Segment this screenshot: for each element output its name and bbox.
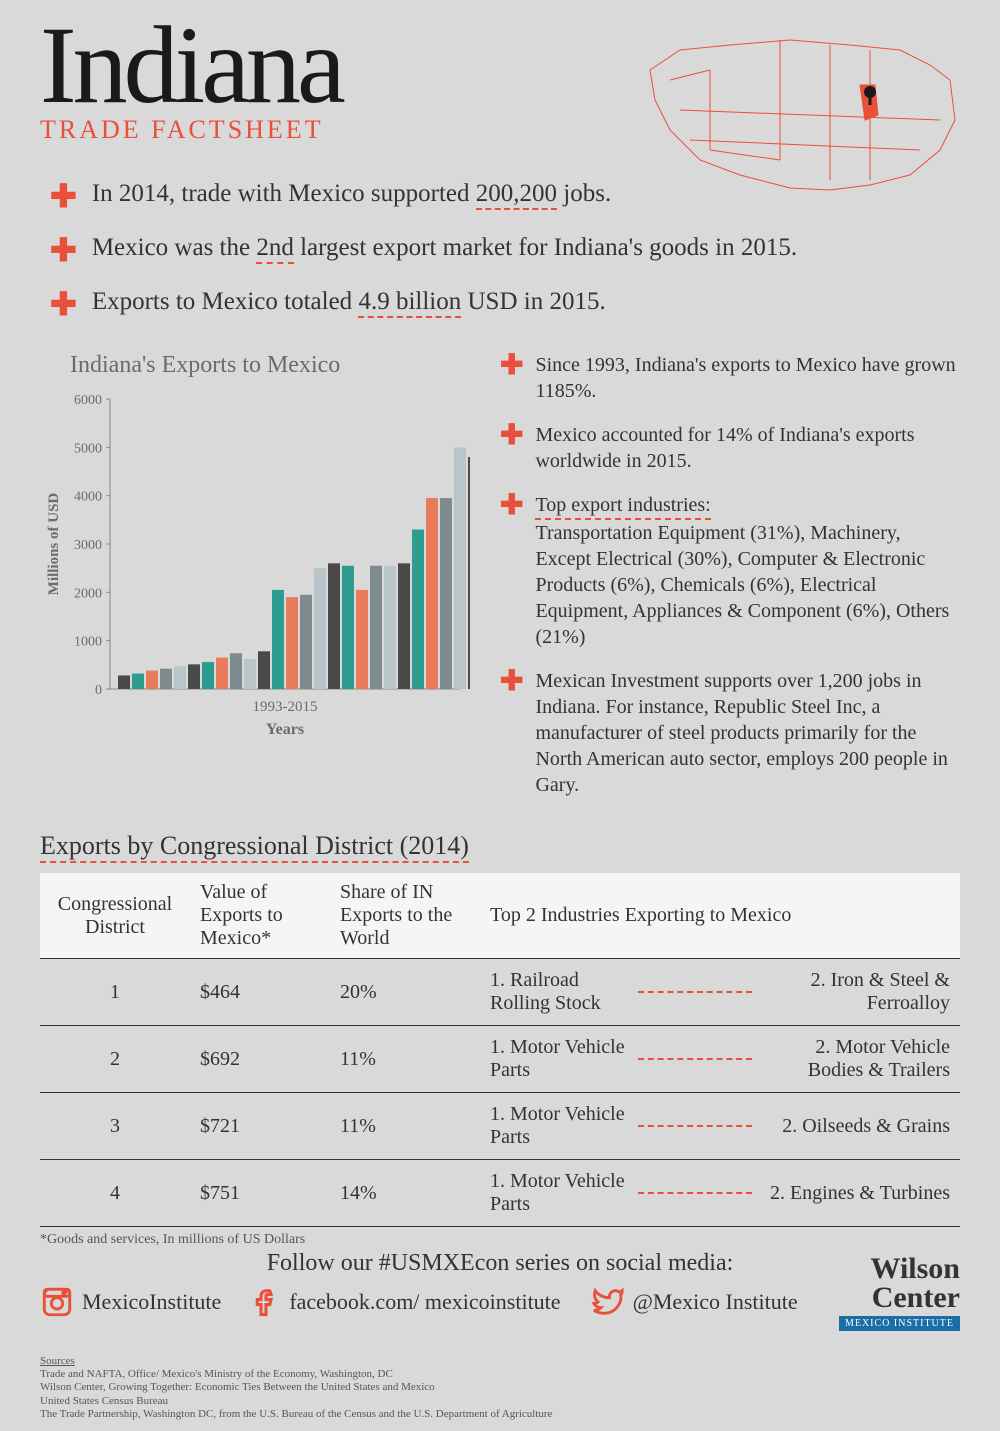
fact-highlight: 200,200 — [476, 180, 557, 210]
fact-text: largest export market for Indiana's good… — [294, 234, 797, 261]
cell-share: 14% — [330, 1160, 480, 1227]
instagram-icon — [40, 1285, 74, 1319]
source-line: The Trade Partnership, Washington DC, fr… — [40, 1408, 552, 1421]
fact-highlight: 2nd — [256, 234, 294, 264]
cell-district: 1 — [40, 959, 190, 1026]
fact-label: Top export industries: — [535, 492, 710, 520]
chart-title: Indiana's Exports to Mexico — [70, 352, 480, 379]
source-line: Wilson Center, Growing Together: Economi… — [40, 1381, 552, 1394]
fact-text: Mexico accounted for 14% of Indiana's ex… — [535, 422, 960, 474]
sources-title: Sources — [40, 1355, 552, 1368]
fact-item: ✚ Exports to Mexico totaled 4.9 billion … — [50, 288, 950, 320]
svg-text:Millions of USD: Millions of USD — [46, 493, 62, 596]
plus-icon: ✚ — [50, 234, 77, 266]
fact-text: Mexican Investment supports over 1,200 j… — [535, 668, 960, 798]
twitter-icon — [591, 1285, 625, 1319]
logo-text: Center — [839, 1284, 960, 1313]
cell-share: 11% — [330, 1026, 480, 1093]
cell-district: 2 — [40, 1026, 190, 1093]
chart-area: Indiana's Exports to Mexico 0 1000 2000 300… — [40, 352, 480, 816]
logo-text: Wilson — [839, 1255, 960, 1284]
svg-text:6000: 6000 — [74, 393, 102, 408]
plus-icon: ✚ — [500, 422, 523, 450]
social-label: MexicoInstitute — [82, 1289, 221, 1315]
fact-item: ✚ Mexico was the 2nd largest export mark… — [50, 234, 950, 266]
social-label: facebook.com/ mexicoinstitute — [289, 1291, 560, 1313]
cell-district: 4 — [40, 1160, 190, 1227]
fact-text: jobs. — [557, 180, 611, 207]
plus-icon: ✚ — [500, 668, 523, 696]
svg-text:1993-2015: 1993-2015 — [253, 699, 318, 715]
col-header: Value of Exports to Mexico* — [190, 873, 330, 959]
table-title: Exports by Congressional District (2014) — [40, 831, 469, 863]
fact-highlight: 4.9 billion — [358, 288, 461, 318]
side-fact: ✚ Top export industries: Transportation … — [500, 492, 960, 650]
fact-text: Transportation Equipment (31%), Machiner… — [535, 522, 949, 648]
table-row: 3$72111%1. Motor Vehicle Parts2. Oilseed… — [40, 1093, 960, 1160]
source-line: United States Census Bureau — [40, 1395, 552, 1408]
twitter-link[interactable]: @Mexico Institute — [591, 1285, 798, 1319]
cell-value: $721 — [190, 1093, 330, 1160]
svg-text:1000: 1000 — [74, 635, 102, 650]
col-header: Top 2 Industries Exporting to Mexico — [480, 873, 960, 959]
table-row: 4$75114%1. Motor Vehicle Parts2. Engines… — [40, 1160, 960, 1227]
mid-section: Indiana's Exports to Mexico 0 1000 2000 300… — [0, 352, 1000, 816]
social-label: @Mexico Institute — [633, 1289, 798, 1315]
us-map-icon — [630, 10, 970, 210]
cell-value: $751 — [190, 1160, 330, 1227]
side-facts: ✚ Since 1993, Indiana's exports to Mexic… — [500, 352, 960, 816]
cell-industries: 1. Motor Vehicle Parts2. Motor Vehicle B… — [480, 1026, 960, 1093]
svg-text:4000: 4000 — [74, 490, 102, 505]
cell-value: $692 — [190, 1026, 330, 1093]
side-fact: ✚ Mexican Investment supports over 1,200… — [500, 668, 960, 798]
side-fact: ✚ Mexico accounted for 14% of Indiana's … — [500, 422, 960, 474]
fact-text: Mexico was the — [92, 234, 257, 261]
cell-industries: 1. Motor Vehicle Parts2. Oilseeds & Grai… — [480, 1093, 960, 1160]
cell-district: 3 — [40, 1093, 190, 1160]
col-header: Congressional District — [40, 873, 190, 959]
plus-icon: ✚ — [50, 180, 77, 212]
exports-table: Congressional District Value of Exports … — [40, 873, 960, 1227]
svg-text:Years: Years — [266, 721, 304, 738]
facebook-link[interactable]: facebook.com/ mexicoinstitute — [251, 1285, 560, 1319]
table-row: 1$46420%1. Railroad Rolling Stock2. Iron… — [40, 959, 960, 1026]
instagram-link[interactable]: MexicoInstitute — [40, 1285, 221, 1319]
fact-text: In 2014, trade with Mexico supported — [92, 180, 476, 207]
logo-subtext: MEXICO INSTITUTE — [839, 1316, 960, 1331]
cell-share: 20% — [330, 959, 480, 1026]
side-fact: ✚ Since 1993, Indiana's exports to Mexic… — [500, 352, 960, 404]
svg-text:0: 0 — [95, 683, 102, 698]
table-section: Exports by Congressional District (2014)… — [0, 816, 1000, 1227]
header: Indiana TRADE FACTSHEET — [0, 0, 1000, 145]
svg-text:3000: 3000 — [74, 538, 102, 553]
source-line: Trade and NAFTA, Office/ Mexico's Minist… — [40, 1368, 552, 1381]
svg-text:2000: 2000 — [74, 586, 102, 601]
col-header: Share of IN Exports to the World — [330, 873, 480, 959]
table-header-row: Congressional District Value of Exports … — [40, 873, 960, 959]
cell-value: $464 — [190, 959, 330, 1026]
cell-industries: 1. Railroad Rolling Stock2. Iron & Steel… — [480, 959, 960, 1026]
table-row: 2$69211%1. Motor Vehicle Parts2. Motor V… — [40, 1026, 960, 1093]
fact-text: Exports to Mexico totaled — [92, 288, 359, 315]
cell-industries: 1. Motor Vehicle Parts2. Engines & Turbi… — [480, 1160, 960, 1227]
sources-block: Sources Trade and NAFTA, Office/ Mexico'… — [40, 1355, 552, 1421]
wilson-logo: Wilson Center MEXICO INSTITUTE — [839, 1255, 960, 1331]
table-footnote: *Goods and services, In millions of US D… — [0, 1227, 1000, 1248]
bar-chart: 0 1000 2000 3000 4000 5000 6000 1993-2015 Years M… — [40, 389, 470, 749]
svg-text:5000: 5000 — [74, 441, 102, 456]
fact-text: USD in 2015. — [461, 288, 605, 315]
facebook-icon — [251, 1285, 281, 1319]
fact-text: Since 1993, Indiana's exports to Mexico … — [535, 352, 960, 404]
cell-share: 11% — [330, 1093, 480, 1160]
plus-icon: ✚ — [500, 492, 523, 520]
plus-icon: ✚ — [50, 288, 77, 320]
plus-icon: ✚ — [500, 352, 523, 380]
